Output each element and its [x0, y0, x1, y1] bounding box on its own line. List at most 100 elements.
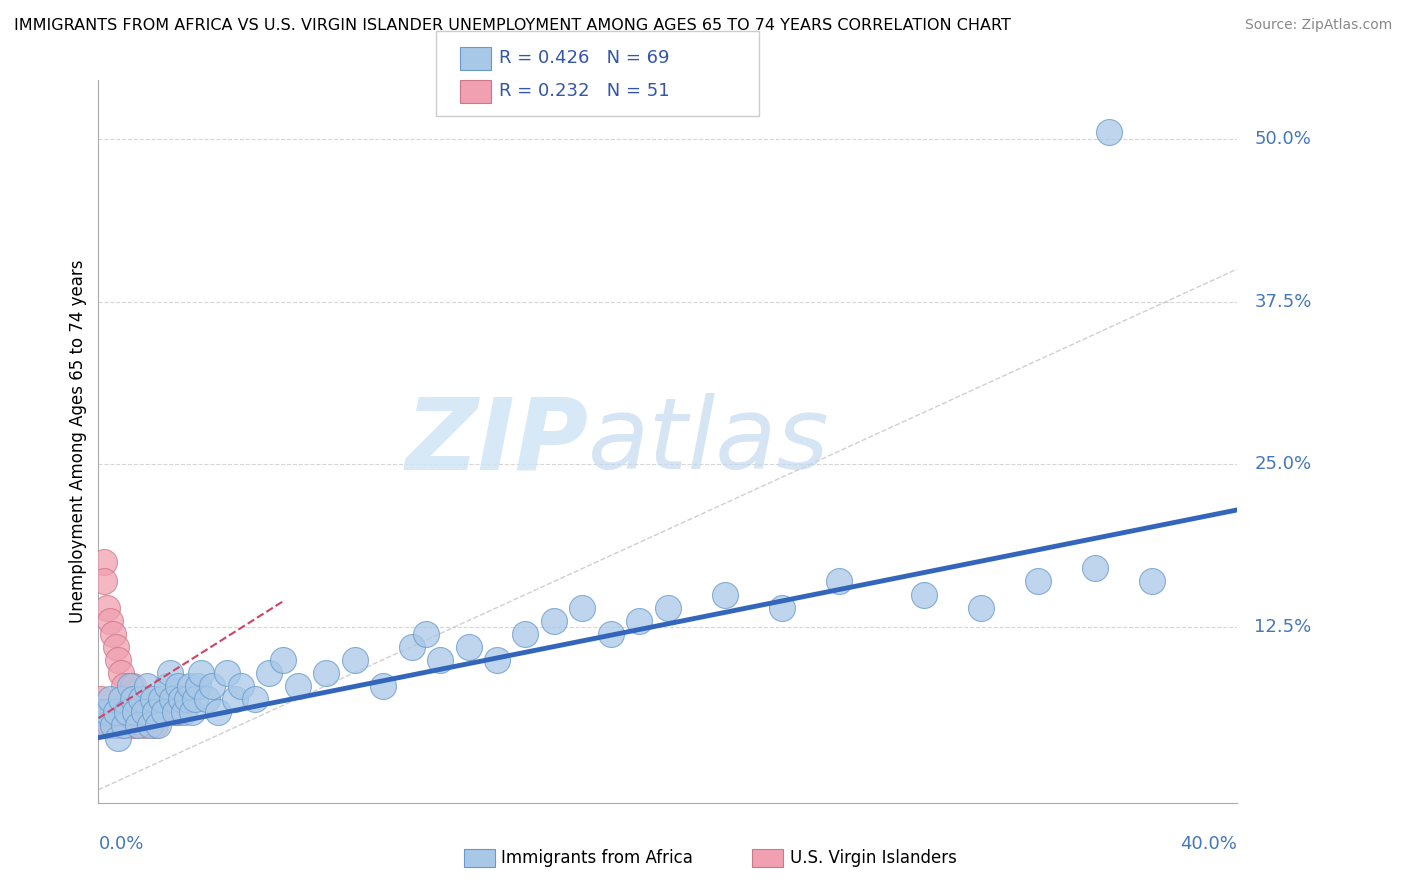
Text: 12.5%: 12.5% — [1254, 618, 1312, 636]
Point — [970, 600, 993, 615]
Point — [138, 705, 160, 719]
Point — [98, 691, 121, 706]
Point — [124, 717, 146, 731]
Point — [96, 717, 118, 731]
Point — [429, 652, 451, 666]
Point — [93, 705, 115, 719]
Text: R = 0.232   N = 51: R = 0.232 N = 51 — [499, 82, 669, 100]
Point — [215, 665, 238, 680]
Point — [287, 679, 309, 693]
Point — [229, 679, 252, 693]
Point — [259, 665, 281, 680]
Point — [315, 665, 337, 680]
Text: Immigrants from Africa: Immigrants from Africa — [501, 849, 692, 867]
Point — [121, 705, 143, 719]
Point — [90, 691, 112, 706]
Point — [107, 705, 129, 719]
Point — [90, 717, 112, 731]
Text: 37.5%: 37.5% — [1254, 293, 1312, 310]
Point — [121, 691, 143, 706]
Point — [98, 717, 121, 731]
Point — [657, 600, 679, 615]
Point — [170, 691, 193, 706]
Point — [129, 705, 152, 719]
Point — [90, 705, 112, 719]
Point — [145, 717, 167, 731]
Point — [101, 717, 124, 731]
Text: atlas: atlas — [588, 393, 830, 490]
Point — [343, 652, 366, 666]
Point — [107, 717, 129, 731]
Point — [104, 717, 127, 731]
Point — [112, 679, 135, 693]
Point — [150, 691, 173, 706]
Point — [93, 574, 115, 589]
Point — [96, 705, 118, 719]
Point — [457, 640, 479, 654]
Point — [415, 626, 437, 640]
Point — [153, 705, 176, 719]
Text: IMMIGRANTS FROM AFRICA VS U.S. VIRGIN ISLANDER UNEMPLOYMENT AMONG AGES 65 TO 74 : IMMIGRANTS FROM AFRICA VS U.S. VIRGIN IS… — [14, 18, 1011, 33]
Point — [243, 691, 266, 706]
Point — [112, 717, 135, 731]
Point — [112, 705, 135, 719]
Point — [628, 614, 651, 628]
Point — [96, 600, 118, 615]
Point — [486, 652, 509, 666]
Point — [90, 717, 112, 731]
Point — [127, 717, 149, 731]
Point — [138, 717, 160, 731]
Point — [115, 691, 138, 706]
Text: ZIP: ZIP — [405, 393, 588, 490]
Point — [1084, 561, 1107, 575]
Point — [150, 705, 173, 719]
Point — [115, 705, 138, 719]
Point — [124, 705, 146, 719]
Point — [110, 705, 132, 719]
Point — [101, 626, 124, 640]
Point — [167, 679, 190, 693]
Point — [912, 587, 935, 601]
Point — [273, 652, 295, 666]
Point — [112, 717, 135, 731]
Point — [179, 679, 201, 693]
Point — [173, 705, 195, 719]
Point — [224, 691, 246, 706]
Point — [98, 717, 121, 731]
Text: 50.0%: 50.0% — [1254, 130, 1312, 148]
Point — [101, 705, 124, 719]
Text: Source: ZipAtlas.com: Source: ZipAtlas.com — [1244, 18, 1392, 32]
Point — [571, 600, 593, 615]
Point — [93, 555, 115, 569]
Point — [135, 679, 157, 693]
Point — [101, 705, 124, 719]
Point — [90, 705, 112, 719]
Point — [107, 731, 129, 745]
Point — [184, 691, 207, 706]
Point — [145, 705, 167, 719]
Point — [98, 614, 121, 628]
Point — [1026, 574, 1049, 589]
Point — [159, 691, 181, 706]
Point — [148, 717, 170, 731]
Y-axis label: Unemployment Among Ages 65 to 74 years: Unemployment Among Ages 65 to 74 years — [69, 260, 87, 624]
Point — [600, 626, 623, 640]
Point — [515, 626, 537, 640]
Point — [207, 705, 229, 719]
Point — [107, 652, 129, 666]
Point — [141, 691, 163, 706]
Point — [714, 587, 737, 601]
Text: R = 0.426   N = 69: R = 0.426 N = 69 — [499, 49, 669, 67]
Text: 0.0%: 0.0% — [98, 835, 143, 854]
Point — [543, 614, 565, 628]
Point — [190, 665, 212, 680]
Point — [828, 574, 851, 589]
Point — [96, 705, 118, 719]
Point — [110, 717, 132, 731]
Point — [93, 717, 115, 731]
Point — [104, 640, 127, 654]
Point — [195, 691, 218, 706]
Point — [101, 717, 124, 731]
Point — [132, 705, 155, 719]
Point — [176, 691, 198, 706]
